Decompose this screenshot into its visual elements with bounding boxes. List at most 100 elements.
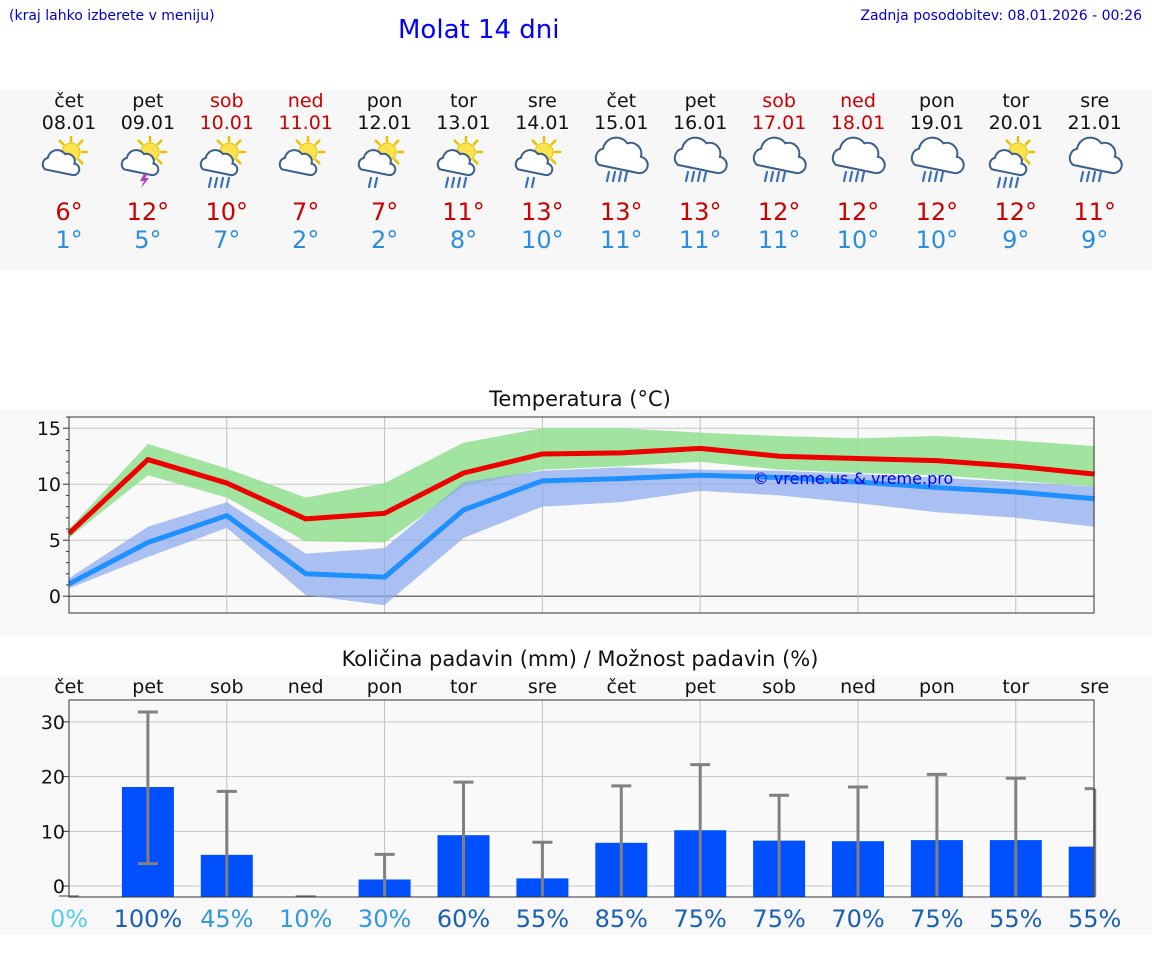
max-temperature: 10° — [205, 198, 249, 226]
y-tick-label: 10 — [41, 821, 65, 843]
sun-cloud-icon — [41, 136, 89, 177]
day-date: 11.01 — [278, 112, 333, 134]
max-temperature: 12° — [994, 198, 1038, 226]
min-temperature: 7° — [213, 226, 241, 254]
day-date: 12.01 — [357, 112, 412, 134]
day-name: tor — [450, 90, 477, 112]
forecast-day: tor 20.01 12° 9° — [976, 90, 1056, 254]
precipitation-chart-title: Količina padavin (mm) / Možnost padavin … — [341, 647, 819, 671]
sun-cloud-icon — [278, 136, 325, 177]
day-date: 16.01 — [672, 112, 728, 134]
day-date: 17.01 — [751, 112, 807, 134]
forecast-day: čet 08.01 6° 1° — [29, 90, 109, 254]
sun-cloud-rain-icon — [199, 136, 247, 189]
min-temperature: 1° — [55, 226, 83, 254]
precipitation-chance: 75% — [910, 905, 963, 933]
max-temperature: 12° — [126, 198, 170, 226]
category-label: sre — [1080, 676, 1109, 698]
day-name: sre — [527, 90, 557, 112]
forecast-day: sob 10.01 10° 7° — [187, 90, 267, 254]
min-temperature: 10° — [915, 226, 959, 254]
forecast-day: pet 09.01 12° 5° — [108, 90, 188, 254]
min-temperature: 11° — [600, 226, 643, 254]
day-name: pet — [132, 90, 164, 112]
precipitation-chance: 10% — [279, 905, 332, 933]
max-temperature: 7° — [370, 198, 399, 226]
min-temperature-line — [67, 472, 1095, 587]
watermark: © vreme.us & vreme.pro — [753, 469, 954, 488]
y-tick-label: 20 — [41, 767, 65, 789]
plot-frame — [68, 699, 1095, 898]
last-updated: Zadnja posodobitev: 08.01.2026 - 00:26 — [860, 8, 1142, 24]
sun-cloud-rain-icon — [436, 136, 483, 189]
day-name: sob — [210, 90, 244, 112]
precipitation-chance: 55% — [1068, 905, 1121, 933]
day-name: tor — [1002, 90, 1030, 112]
min-temperature: 10° — [521, 226, 564, 254]
temperature-chart-title: Temperatura (°C) — [489, 387, 671, 411]
min-temperature: 5° — [134, 226, 162, 254]
precipitation-bar — [1068, 846, 1094, 897]
y-tick-label: 0 — [49, 586, 61, 608]
day-name: sre — [1080, 90, 1110, 112]
day-date: 09.01 — [120, 112, 176, 134]
forecast-day: sre 14.01 13° 10° — [502, 90, 582, 254]
precipitation-chance: 100% — [114, 905, 183, 933]
forecast-day: ned 11.01 7° 2° — [266, 90, 346, 254]
sun-cloud-thunder-icon — [120, 136, 168, 188]
category-label: sre — [528, 676, 557, 698]
precipitation-chance: 60% — [437, 905, 490, 933]
day-date: 08.01 — [41, 112, 97, 134]
sun-cloud-light-rain-icon — [357, 136, 404, 189]
sun-cloud-light-rain-icon — [515, 136, 562, 189]
min-temperature: 11° — [678, 226, 722, 254]
category-label: tor — [450, 676, 477, 698]
y-tick-label: 5 — [49, 530, 61, 552]
y-tick-label: 10 — [37, 474, 61, 496]
forecast-day: ned 18.01 12° 10° — [818, 90, 898, 254]
precipitation-chance: 75% — [674, 905, 727, 933]
max-temperature: 12° — [836, 198, 880, 226]
day-name: ned — [840, 90, 876, 112]
plot-frame — [68, 416, 1095, 614]
precipitation-chart: čet pet sob ned pon tor sre čet pet sob ned pon tor s… — [41, 676, 1122, 933]
category-label: sob — [762, 676, 796, 698]
day-name: čet — [54, 90, 84, 112]
cloud-rain-icon — [910, 136, 965, 183]
max-temperature: 13° — [600, 198, 643, 226]
y-tick-label: 30 — [41, 712, 65, 734]
category-label: pon — [919, 676, 955, 698]
min-temperature: 10° — [836, 226, 880, 254]
precipitation-chance: 45% — [200, 905, 253, 933]
precipitation-chance: 0% — [50, 905, 88, 933]
category-label: tor — [1002, 676, 1029, 698]
forecast-day: sre 21.01 11° 9° — [1055, 90, 1135, 254]
y-tick-label: 0 — [53, 876, 65, 898]
location-hint[interactable]: (kraj lahko izberete v meniju) — [9, 8, 215, 24]
cloud-rain-icon — [752, 136, 807, 183]
precipitation-chance: 70% — [831, 905, 884, 933]
day-name: sob — [762, 90, 796, 112]
day-date: 14.01 — [515, 112, 570, 134]
forecast-day: čet 15.01 13° 11° — [581, 90, 661, 254]
category-label: ned — [288, 676, 324, 698]
category-label: pet — [132, 676, 163, 698]
forecast-day: pon 19.01 12° 10° — [897, 90, 977, 254]
day-date: 15.01 — [594, 112, 649, 134]
cloud-rain-icon — [595, 136, 649, 183]
day-date: 10.01 — [199, 112, 254, 134]
category-label: pon — [367, 676, 403, 698]
min-temperature: 9° — [1081, 226, 1109, 254]
category-label: sob — [210, 676, 244, 698]
min-temperature: 8° — [449, 226, 478, 254]
precipitation-chance: 85% — [595, 905, 648, 933]
cloud-rain-icon — [674, 136, 728, 183]
cloud-rain-icon — [1068, 136, 1123, 183]
precipitation-chance: 55% — [516, 905, 569, 933]
precipitation-chance: 75% — [752, 905, 805, 933]
day-date: 18.01 — [830, 112, 886, 134]
min-temperature: 2° — [370, 226, 399, 254]
day-date: 13.01 — [436, 112, 491, 134]
day-name: pet — [684, 90, 716, 112]
day-name: pon — [919, 90, 955, 112]
